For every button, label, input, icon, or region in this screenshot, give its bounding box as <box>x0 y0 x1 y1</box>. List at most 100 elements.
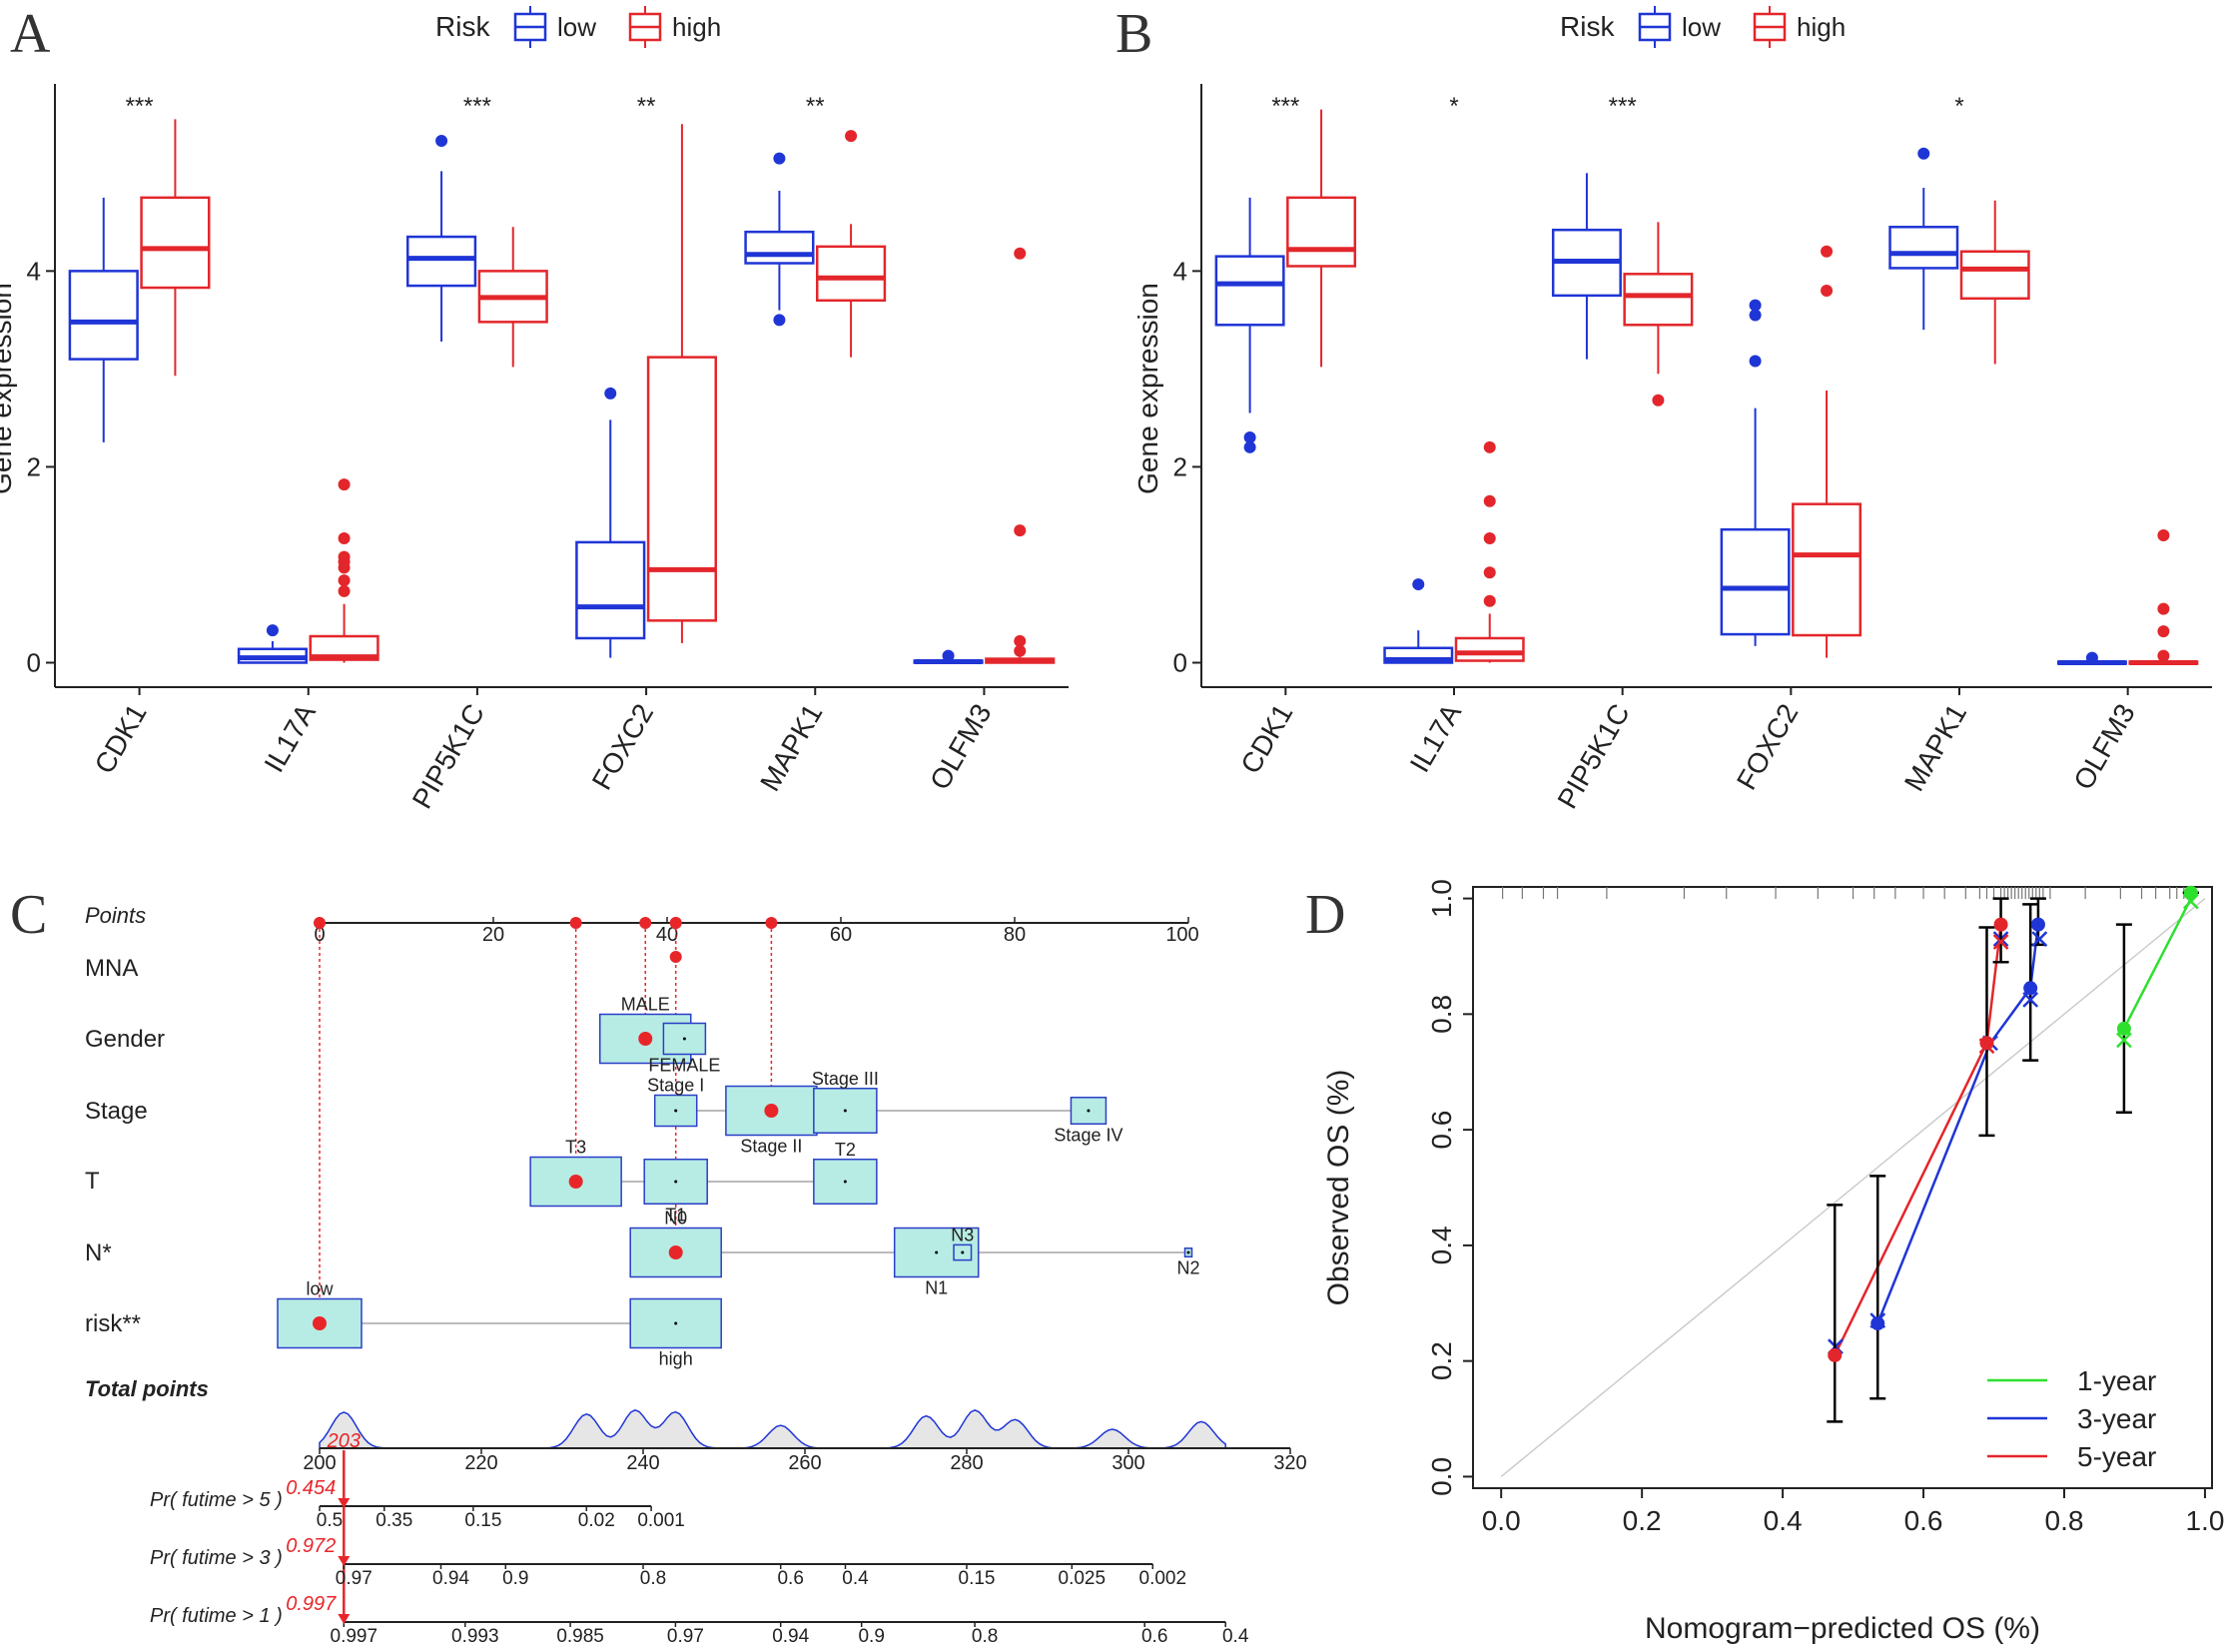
box-iqr <box>816 245 887 303</box>
box-low-FOXC2 <box>575 387 646 658</box>
points-axis-label: Points <box>85 903 146 928</box>
level-T1 <box>643 1159 708 1205</box>
prob-axis-label: Pr( futime > 3 ) <box>150 1547 283 1569</box>
y-tick-label: 0.2 <box>1426 1341 1457 1380</box>
legend-label-high: high <box>672 12 721 42</box>
plot-frame <box>1472 886 2213 1489</box>
x-tick-label-CDK1: CDK1 <box>1234 699 1298 779</box>
prob-tick-label: 0.97 <box>336 1568 372 1589</box>
selected-point <box>668 1245 683 1259</box>
box-low-CDK1 <box>68 197 139 442</box>
prob-tick-label: 0.94 <box>772 1626 809 1647</box>
points-axis-marker <box>765 917 778 929</box>
level-center <box>843 1109 847 1113</box>
level-low <box>277 1297 363 1349</box>
level-center <box>1186 1250 1190 1254</box>
legend-title: Risk <box>1560 11 1615 42</box>
outlier-point <box>1749 355 1762 368</box>
box-high-CDK1 <box>1286 109 1357 368</box>
total-tick-label: 260 <box>788 1452 821 1474</box>
errorbar-5-year <box>1827 1204 1844 1423</box>
prob-tick-label: 0.5 <box>317 1510 343 1531</box>
prob-value: 0.972 <box>286 1535 336 1557</box>
level-T3 <box>529 1156 622 1208</box>
x-mark-stroke <box>2116 1032 2132 1049</box>
outlier-point <box>1821 245 1834 258</box>
panel-letter-b: B <box>1115 3 1152 65</box>
box-high-IL17A <box>309 478 379 663</box>
prob-tick-label: 0.6 <box>1141 1626 1167 1647</box>
outlier-point <box>2157 602 2170 615</box>
ideal-diagonal <box>1500 897 2206 1478</box>
legend-label-low: low <box>1682 12 1721 42</box>
prob-marker <box>338 1556 351 1566</box>
x-axis-label: Nomogram−predicted OS (%) <box>1645 1612 2040 1645</box>
x-tick-label-IL17A: IL17A <box>259 698 323 777</box>
significance-mark: *** <box>463 93 491 120</box>
box-iqr <box>1720 527 1791 636</box>
prob-tick-label: 0.15 <box>464 1510 501 1531</box>
level-label-Stage IV: Stage IV <box>1054 1125 1122 1145</box>
level-Stage III <box>813 1088 878 1134</box>
errorbar-1-year <box>2115 923 2132 1114</box>
level-label-T3: T3 <box>565 1138 586 1158</box>
significance-mark: *** <box>1609 93 1637 120</box>
outlier-point <box>1014 524 1027 537</box>
box-high-IL17A <box>1454 440 1525 663</box>
prob-value: 0.997 <box>286 1593 337 1615</box>
box-low-OLFM3 <box>913 649 984 665</box>
outlier-point <box>1749 309 1762 322</box>
prob-tick-label: 0.9 <box>502 1568 528 1589</box>
prob-tick-label: 0.997 <box>331 1626 378 1647</box>
total-tick-label: 240 <box>626 1452 659 1474</box>
x-tick-label-IL17A: IL17A <box>1404 698 1468 777</box>
level-label-FEMALE: FEMALE <box>648 1056 720 1076</box>
box-high-FOXC2 <box>1792 245 1862 658</box>
box-iqr <box>309 634 379 661</box>
outlier-point <box>1483 531 1496 544</box>
total-points-density <box>319 1408 1226 1449</box>
level-label-T1: T1 <box>665 1205 686 1225</box>
legend-title: Risk <box>435 11 490 42</box>
level-label-Stage III: Stage III <box>812 1069 879 1089</box>
total-tick-label: 280 <box>950 1452 983 1474</box>
y-tick-label: 0 <box>1173 647 1187 677</box>
y-tick-label: 0.0 <box>1426 1457 1457 1496</box>
panel-letter-c: C <box>10 884 47 946</box>
calibration-line-1-year <box>2122 898 2193 1030</box>
predicted-mark-5-year <box>1992 934 2009 950</box>
box-low-PIP5K1C <box>406 134 477 342</box>
box-high-FOXC2 <box>646 124 717 643</box>
level-T2 <box>813 1159 878 1205</box>
level-label-N0: N0 <box>664 1209 687 1229</box>
x-mark-stroke <box>2182 893 2199 910</box>
calibration-line-5-year <box>1834 924 2002 1356</box>
level-center <box>935 1250 939 1254</box>
significance-mark: ** <box>637 93 656 120</box>
legend-label-3-year: 3-year <box>2077 1403 2156 1434</box>
level-FEMALE <box>662 1022 707 1056</box>
x-tick-label: 0.8 <box>2045 1505 2084 1536</box>
points-tick-label: 100 <box>1165 924 1198 946</box>
outlier-point <box>338 531 351 544</box>
prob-marker <box>338 1614 351 1624</box>
outlier-point <box>2157 625 2170 638</box>
observed-point-1-year <box>2116 1021 2131 1036</box>
outlier-point <box>773 152 786 165</box>
box-iqr <box>646 356 717 622</box>
level-high <box>629 1297 722 1349</box>
observed-point-3-year <box>2030 917 2045 932</box>
box-high-PIP5K1C <box>477 227 548 368</box>
outlier-point <box>1014 634 1027 647</box>
total-tick-label: 320 <box>1273 1452 1306 1474</box>
level-Stage I <box>653 1094 698 1128</box>
y-tick-label: 0.6 <box>1426 1111 1457 1150</box>
points-axis-marker <box>569 917 582 929</box>
box-low-FOXC2 <box>1720 299 1791 646</box>
variable-label-risk**: risk** <box>85 1310 141 1337</box>
box-iqr <box>406 235 477 288</box>
y-tick-label: 2 <box>1173 451 1187 481</box>
errorbar-3-year <box>1869 1175 1886 1400</box>
box-low-MAPK1 <box>744 152 815 327</box>
